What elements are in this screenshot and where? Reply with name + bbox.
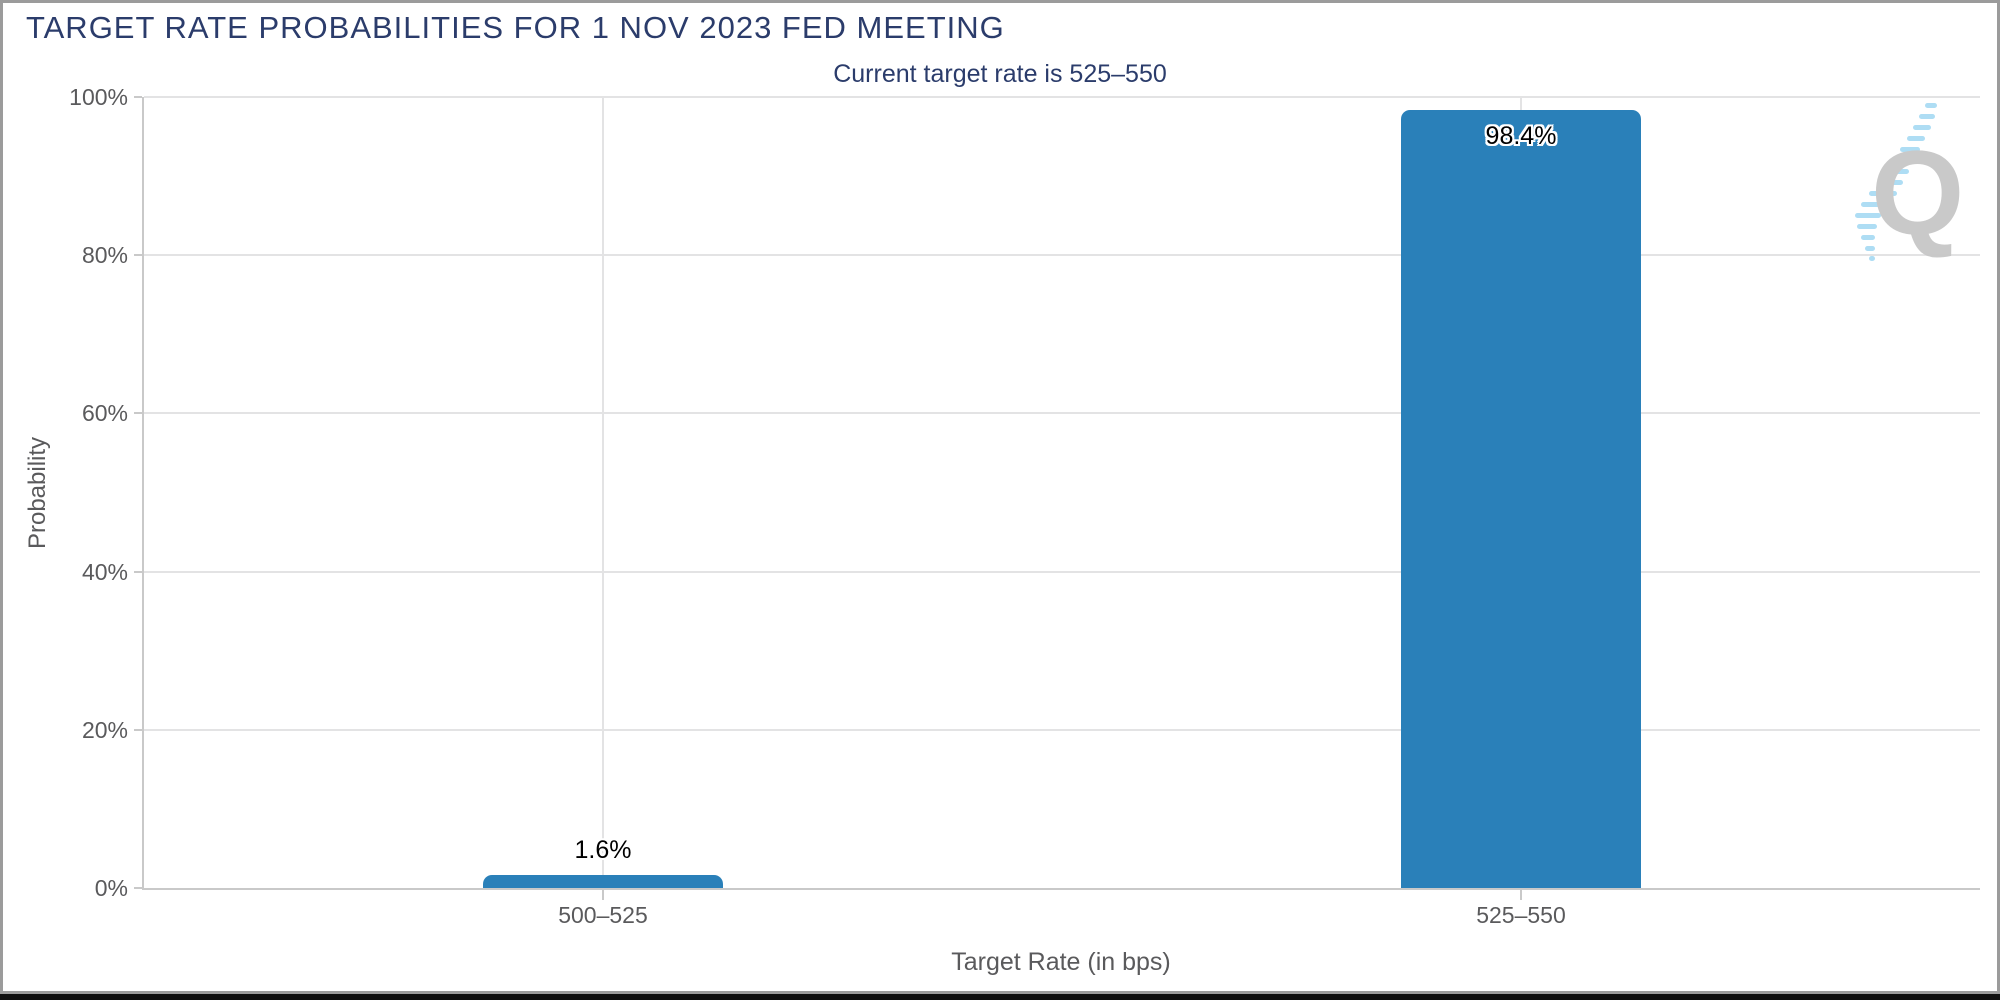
y-tick-mark [134, 412, 142, 415]
y-tick-label: 20% [81, 716, 128, 743]
bar-500-525[interactable] [483, 875, 723, 888]
plot-area: 0% 20% 40% 60% 80% 100% 500–525 1.6% 525–550 98.4… [69, 84, 1980, 928]
y-tick-mark [134, 887, 142, 889]
y-tick-mark [134, 254, 142, 257]
y-axis-title: Probability [24, 436, 51, 550]
logo-swoosh-dashes [1855, 103, 1937, 261]
y-tick-label: 0% [94, 875, 128, 901]
x-tick-label: 525–550 [1476, 902, 1566, 928]
x-tick-mark [602, 890, 604, 900]
y-gridline [144, 96, 1980, 98]
bottom-border-gray [0, 991, 2000, 994]
y-tick-mark [134, 728, 142, 731]
y-tick-mark [134, 570, 142, 573]
bar-value-label: 98.4% [1485, 121, 1557, 150]
bar-value-label: 1.6% [574, 836, 632, 865]
y-gridline [144, 570, 1980, 573]
bottom-border-black [0, 994, 2000, 1000]
x-tick-label: 500–525 [558, 902, 648, 928]
y-gridline [144, 412, 1980, 415]
x-gridline [602, 97, 604, 888]
y-tick-label: 40% [81, 558, 128, 585]
y-tick-label: 60% [81, 400, 128, 427]
watermark-logo: Q [1855, 103, 1964, 261]
y-gridline [144, 254, 1980, 257]
y-tick-mark [134, 96, 142, 98]
x-tick-mark [1520, 890, 1522, 900]
y-gridline [144, 728, 1980, 731]
y-tick-label: 100% [69, 84, 128, 110]
chart-title: TARGET RATE PROBABILITIES FOR 1 NOV 2023… [26, 10, 1005, 45]
x-axis-title: Target Rate (in bps) [951, 948, 1171, 976]
chart-subtitle: Current target rate is 525–550 [833, 60, 1167, 88]
y-tick-label: 80% [81, 242, 128, 269]
logo-q-letter: Q [1871, 126, 1964, 260]
bar-525-550[interactable] [1401, 109, 1641, 888]
